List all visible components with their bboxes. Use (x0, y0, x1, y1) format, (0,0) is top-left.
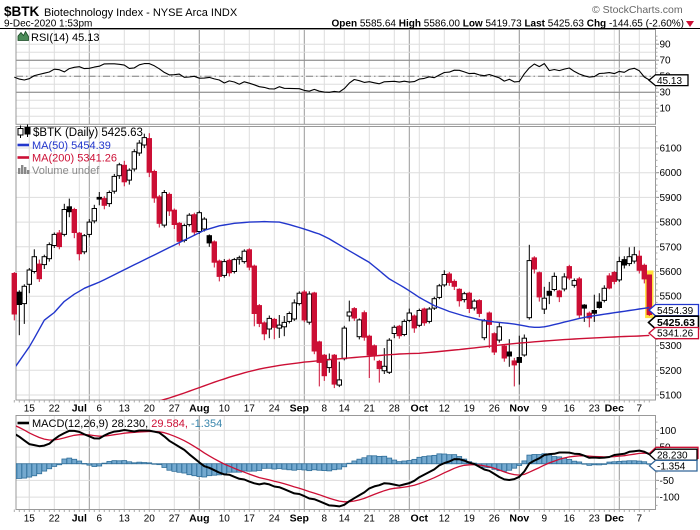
svg-text:30: 30 (660, 88, 672, 99)
svg-text:70: 70 (660, 56, 672, 67)
svg-text:21: 21 (364, 404, 376, 415)
svg-text:24: 24 (269, 404, 281, 415)
svg-text:Volume undef: Volume undef (32, 165, 100, 177)
svg-text:Aug: Aug (189, 513, 209, 525)
svg-text:27: 27 (169, 514, 181, 525)
svg-text:14: 14 (339, 404, 351, 415)
svg-text:17: 17 (244, 514, 256, 525)
svg-text:Sep: Sep (290, 403, 309, 415)
svg-text:15: 15 (24, 514, 36, 525)
svg-text:Dec: Dec (605, 403, 624, 415)
svg-text:13: 13 (119, 404, 131, 415)
svg-text:-50: -50 (660, 476, 675, 487)
svg-text:14: 14 (339, 514, 351, 525)
svg-text:5500: 5500 (660, 292, 683, 303)
svg-text:19: 19 (464, 404, 476, 415)
svg-text:Biotechnology Index - NYSE Arc: Biotechnology Index - NYSE Arca INDX (44, 7, 238, 19)
svg-text:28: 28 (389, 514, 401, 525)
svg-text:10: 10 (219, 404, 231, 415)
svg-text:Oct: Oct (411, 513, 429, 525)
svg-text:RSI(14) 45.13: RSI(14) 45.13 (31, 32, 99, 44)
svg-text:5300: 5300 (660, 341, 683, 352)
svg-text:5100: 5100 (660, 391, 683, 402)
svg-text:6: 6 (97, 514, 103, 525)
svg-text:27: 27 (169, 404, 181, 415)
svg-text:19: 19 (464, 514, 476, 525)
svg-text:28.230: 28.230 (657, 450, 688, 461)
svg-text:21: 21 (364, 514, 376, 525)
svg-text:Jul: Jul (72, 403, 87, 415)
svg-text:6100: 6100 (660, 144, 683, 155)
svg-text:26: 26 (489, 404, 501, 415)
svg-text:5341.26: 5341.26 (657, 329, 694, 340)
svg-text:Nov: Nov (509, 403, 529, 415)
svg-text:5800: 5800 (660, 218, 683, 229)
svg-text:12: 12 (439, 514, 451, 525)
svg-text:7: 7 (637, 514, 643, 525)
svg-text:5900: 5900 (660, 193, 683, 204)
svg-text:$BTK (Daily) 5425.63: $BTK (Daily) 5425.63 (33, 127, 143, 139)
svg-text:9: 9 (542, 404, 548, 415)
svg-text:Oct: Oct (411, 403, 429, 415)
svg-text:9-Dec-2020 1:53pm: 9-Dec-2020 1:53pm (4, 19, 92, 30)
svg-text:5700: 5700 (660, 242, 683, 253)
svg-text:10: 10 (660, 104, 672, 115)
svg-text:22: 22 (49, 514, 61, 525)
svg-text:Dec: Dec (605, 513, 624, 525)
svg-text:5200: 5200 (660, 366, 683, 377)
svg-text:-100: -100 (660, 493, 680, 504)
svg-text:23: 23 (589, 404, 601, 415)
svg-text:MA(50) 5454.39: MA(50) 5454.39 (32, 140, 111, 152)
svg-text:45.13: 45.13 (657, 76, 682, 87)
svg-text:9: 9 (542, 514, 548, 525)
svg-text:5425.63: 5425.63 (657, 317, 695, 329)
svg-text:Jul: Jul (72, 513, 87, 525)
svg-text:16: 16 (564, 514, 576, 525)
svg-text:22: 22 (49, 404, 61, 415)
svg-text:Nov: Nov (509, 513, 529, 525)
svg-text:8: 8 (322, 404, 328, 415)
svg-text:17: 17 (244, 404, 256, 415)
svg-text:$BTK: $BTK (4, 4, 40, 19)
svg-text:15: 15 (24, 404, 36, 415)
svg-text:100: 100 (660, 426, 677, 437)
svg-text:90: 90 (660, 40, 672, 51)
svg-text:28: 28 (389, 404, 401, 415)
svg-text:5454.39: 5454.39 (657, 306, 694, 317)
svg-text:MA(200) 5341.26: MA(200) 5341.26 (32, 153, 117, 165)
svg-text:8: 8 (322, 514, 328, 525)
svg-text:Open 5585.64 High 5586.00 Low: Open 5585.64 High 5586.00 Low 5419.73 La… (332, 19, 685, 30)
svg-text:24: 24 (269, 514, 281, 525)
svg-text:26: 26 (489, 514, 501, 525)
svg-text:© StockCharts.com: © StockCharts.com (592, 4, 683, 16)
svg-text:20: 20 (144, 404, 156, 415)
svg-text:13: 13 (119, 514, 131, 525)
svg-text:Aug: Aug (189, 403, 209, 415)
svg-text:10: 10 (219, 514, 231, 525)
svg-text:Sep: Sep (290, 513, 309, 525)
svg-text:20: 20 (144, 514, 156, 525)
svg-text:16: 16 (564, 404, 576, 415)
svg-text:6000: 6000 (660, 168, 683, 179)
svg-text:23: 23 (589, 514, 601, 525)
svg-text:12: 12 (439, 404, 451, 415)
svg-text:-1.354: -1.354 (657, 461, 686, 472)
svg-text:6: 6 (97, 404, 103, 415)
svg-text:MACD(12,26,9) 28.230, 29.584,: MACD(12,26,9) 28.230, 29.584, -1.354 (32, 418, 222, 430)
svg-text:7: 7 (637, 404, 643, 415)
svg-text:5600: 5600 (660, 267, 683, 278)
